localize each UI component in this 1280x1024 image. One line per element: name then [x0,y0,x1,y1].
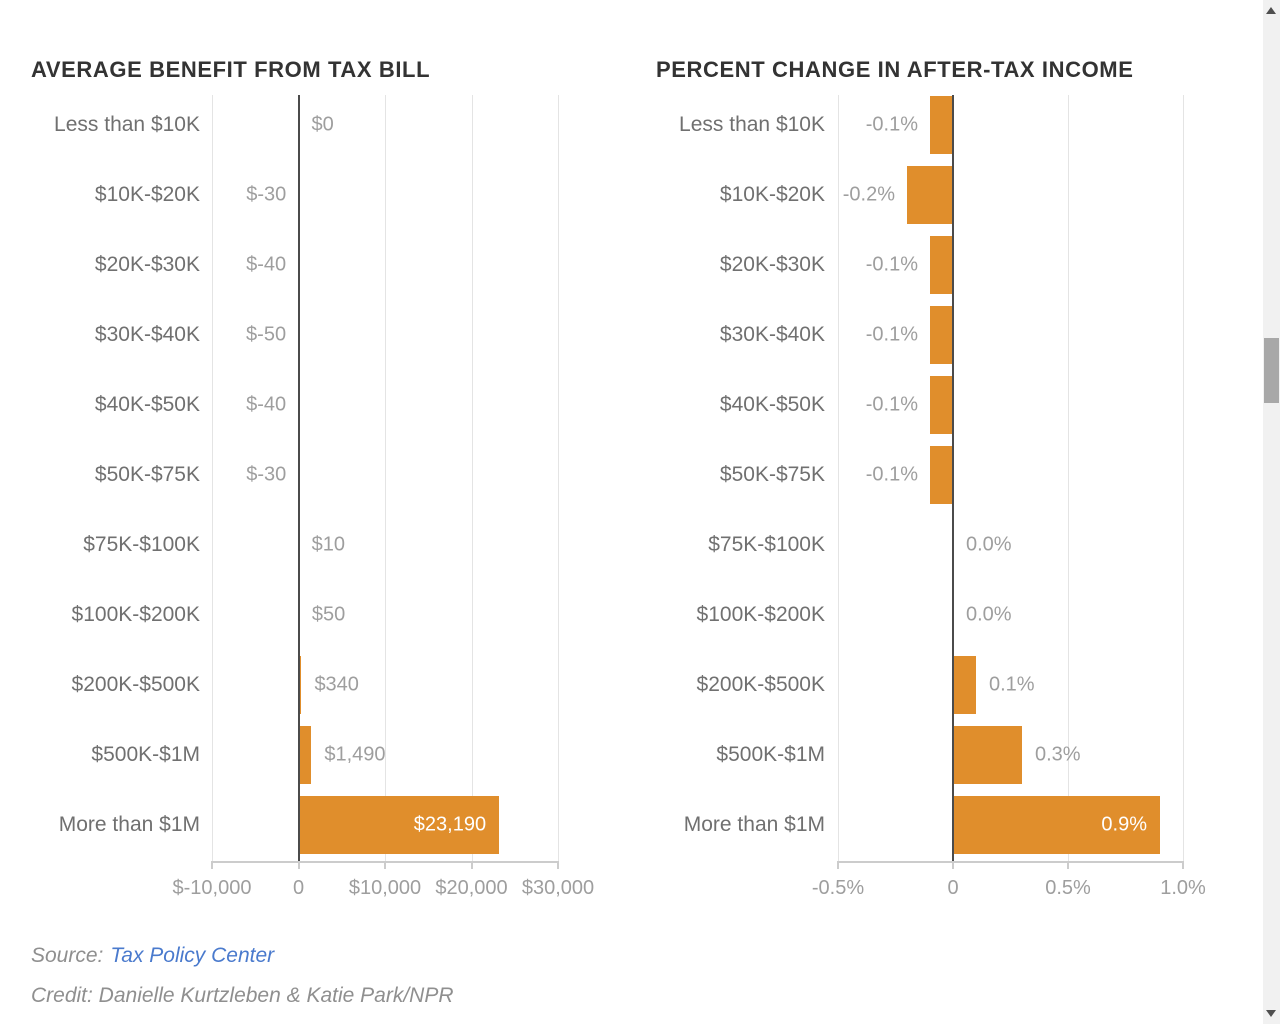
category-label: More than $1M [683,813,825,836]
chart-title-average-benefit: AVERAGE BENEFIT FROM TAX BILL [31,57,431,83]
axis-tick [1182,861,1184,869]
value-label: $23,190 [413,813,487,836]
value-label: -0.1% [865,113,918,136]
axis-tick [952,861,954,869]
axis-tick-label: -0.5% [811,877,865,899]
axis-tick-label: $-10,000 [172,877,252,899]
chart-bar [930,96,953,154]
source-line: Source: Tax Policy Center [31,944,274,968]
category-label: More than $1M [58,813,200,836]
axis-tick [1067,861,1069,869]
axis-tick-label: $30,000 [521,877,595,899]
gridline [471,95,473,861]
value-label: $-40 [246,393,287,416]
value-label: $-50 [246,323,287,346]
x-axis-line [838,861,1183,863]
value-label: $10 [311,533,345,556]
value-label: $1,490 [324,743,386,766]
value-label: $0 [311,113,334,136]
gridline [1068,95,1069,861]
value-label: -0.1% [865,393,918,416]
category-label: $50K-$75K [94,463,200,486]
axis-tick [211,861,213,869]
vertical-scrollbar[interactable] [1263,0,1280,1024]
gridline [1183,95,1184,861]
scrollbar-thumb[interactable] [1264,338,1279,403]
value-label: -0.1% [865,253,918,276]
gridline [212,95,213,861]
category-label: $500K-$1M [91,743,200,766]
credit-line: Credit: Danielle Kurtzleben & Katie Park… [31,984,454,1007]
value-label: $-30 [246,463,287,486]
chart-bar [953,656,976,714]
gridline [838,95,839,861]
category-label: $30K-$40K [719,323,825,346]
value-label: $-40 [246,253,287,276]
category-label: $75K-$100K [83,533,200,556]
axis-tick [837,861,839,869]
category-label: Less than $10K [54,113,200,136]
axis-tick-label: 1.0% [1160,877,1206,899]
zero-axis-line [952,95,954,861]
axis-tick-label: 0 [947,877,959,899]
value-label: -0.2% [842,183,895,206]
axis-tick [557,861,559,869]
value-label: 0.9% [1101,813,1147,836]
chart-bar [953,726,1022,784]
axis-tick-label: $20,000 [435,877,508,899]
chart-title-percent-change: PERCENT CHANGE IN AFTER-TAX INCOME [656,57,1134,83]
chart-bar [907,166,953,224]
category-label: $50K-$75K [719,463,825,486]
category-label: $30K-$40K [94,323,200,346]
axis-tick [384,861,386,869]
axis-tick-label: 0 [292,877,305,899]
gridline [558,95,559,861]
value-label: $50 [311,603,346,626]
chart-bar [953,796,1160,854]
category-label: $10K-$20K [719,183,825,206]
gridline [385,95,386,861]
category-label: $100K-$200K [696,603,825,626]
zero-axis-line [297,95,300,861]
value-label: -0.1% [865,323,918,346]
value-label: 0.3% [1035,743,1081,766]
category-label: $75K-$100K [708,533,825,556]
value-label: -0.1% [865,463,918,486]
category-label: $20K-$30K [94,253,200,276]
category-label: $100K-$200K [71,603,200,626]
value-label: $340 [314,673,359,696]
value-label: 0.0% [966,603,1012,626]
chart-bar [930,446,953,504]
axis-tick [297,861,300,869]
scroll-down-arrow-icon[interactable] [1266,1010,1276,1017]
category-label: $20K-$30K [719,253,825,276]
category-label: $40K-$50K [94,393,200,416]
category-label: Less than $10K [679,113,825,136]
axis-tick [470,861,473,869]
chart-bar [930,306,953,364]
category-label: $40K-$50K [719,393,825,416]
category-label: $200K-$500K [696,673,825,696]
chart-bar [298,726,312,784]
chart-bar [930,376,953,434]
value-label: 0.1% [989,673,1035,696]
x-axis-line [212,861,558,863]
chart-bar [298,656,302,714]
value-label: $-30 [246,183,287,206]
source-label: Source: [31,944,104,967]
chart-bar [298,796,500,854]
category-label: $500K-$1M [716,743,825,766]
category-label: $200K-$500K [71,673,200,696]
source-link[interactable]: Tax Policy Center [110,944,275,967]
chart-bar [930,236,953,294]
axis-tick-label: 0.5% [1045,877,1091,899]
axis-tick-label: $10,000 [348,877,422,899]
value-label: 0.0% [966,533,1012,556]
category-label: $10K-$20K [94,183,200,206]
scroll-up-arrow-icon[interactable] [1266,7,1276,14]
